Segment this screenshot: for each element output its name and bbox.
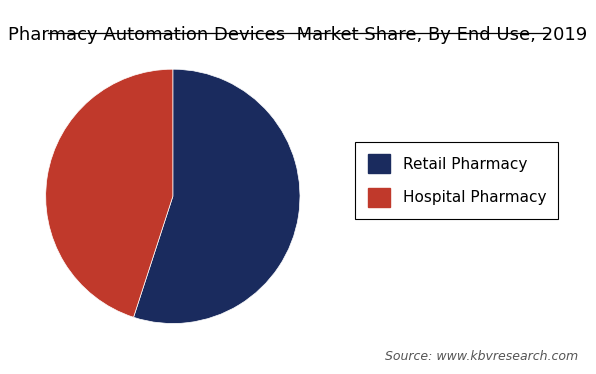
Wedge shape bbox=[134, 69, 300, 324]
Text: Source: www.kbvresearch.com: Source: www.kbvresearch.com bbox=[385, 350, 578, 363]
Legend: Retail Pharmacy, Hospital Pharmacy: Retail Pharmacy, Hospital Pharmacy bbox=[355, 142, 558, 219]
Wedge shape bbox=[46, 69, 173, 317]
Text: Pharmacy Automation Devices  Market Share, By End Use, 2019: Pharmacy Automation Devices Market Share… bbox=[8, 26, 588, 44]
